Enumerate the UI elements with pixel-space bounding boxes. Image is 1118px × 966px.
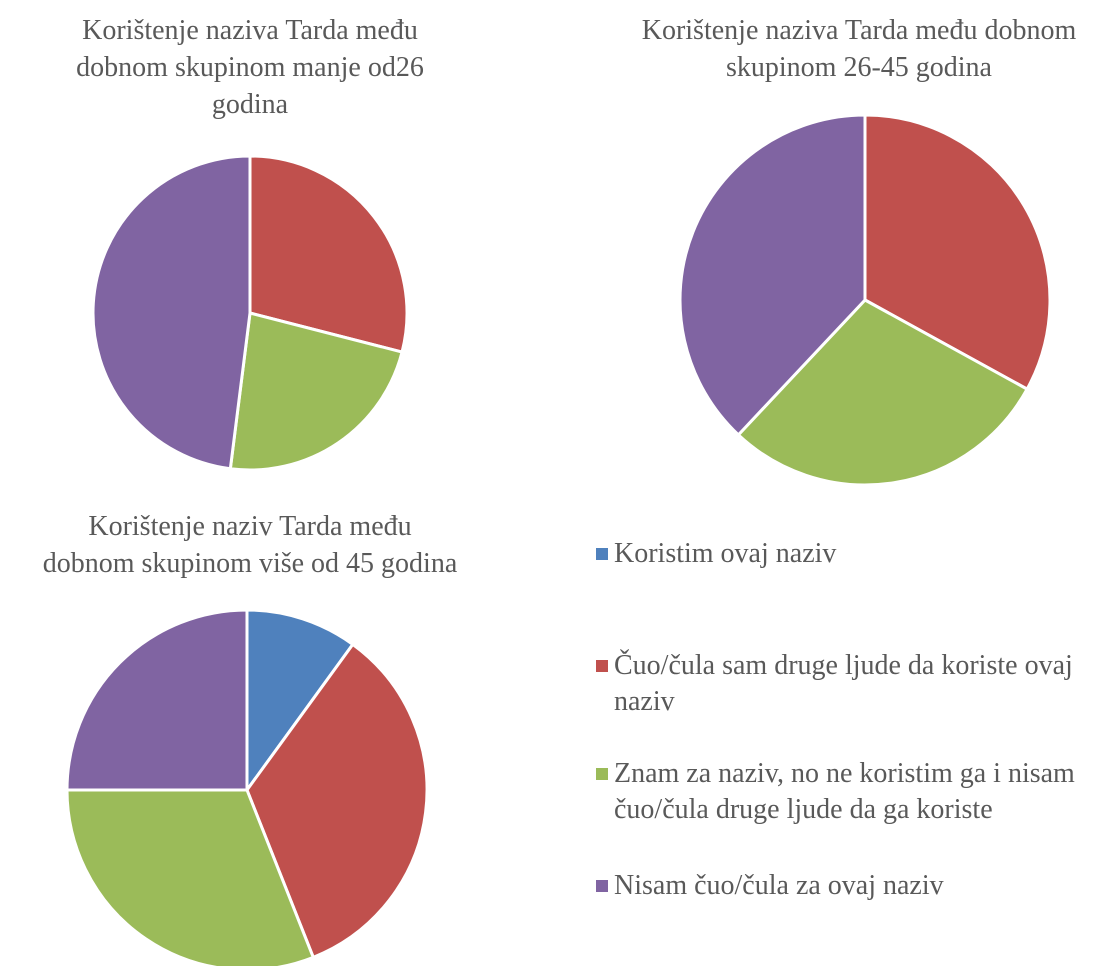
legend-label: Koristim ovaj naziv [614, 538, 837, 569]
title-line: dobnom skupinom manje od26 [76, 52, 424, 83]
pie-slice [245, 642, 429, 959]
legend-label: Nisam čuo/čula za ovaj naziv [614, 870, 944, 901]
pie-slice [678, 113, 867, 437]
title-line: dobnom skupinom više od 45 godina [42, 548, 458, 579]
pie-slice [248, 154, 409, 354]
title-line: skupinom 26-45 godina [726, 52, 992, 83]
legend-label: Čuo/čula sam druge ljude da koriste ovaj… [614, 650, 1073, 717]
chart-title: Korištenje naziv Tarda među dobnom skupin… [0, 508, 500, 582]
chart-title: Korištenje naziva Tarda među dobnom skupi… [600, 12, 1118, 86]
pie-slice [91, 154, 252, 471]
pie-slice [65, 788, 315, 966]
title-line: Korištenje naziv Tarda među [88, 511, 412, 542]
legend-entry: Znam za naziv, no ne koristim ga i nisam… [592, 756, 1114, 828]
legend-swatch [596, 548, 608, 560]
legend-entry: Nisam čuo/čula za ovaj naziv [592, 868, 1114, 904]
title-line: Korištenje naziva Tarda među [82, 15, 418, 46]
pie-slice [736, 298, 1029, 487]
legend-label: Znam za naziv, no ne koristim ga i nisam… [614, 758, 1075, 825]
legend-swatch [596, 880, 608, 892]
legend-entry: Koristim ovaj naziv [592, 536, 1114, 572]
pie-slice [863, 113, 1052, 391]
pie-slice [65, 608, 249, 792]
title-line: Korištenje naziva Tarda među dobnom [641, 15, 1077, 46]
legend-swatch [596, 768, 608, 780]
legend-swatch [596, 660, 608, 672]
legend-entry: Čuo/čula sam druge ljude da koriste ovaj… [592, 648, 1114, 720]
pie-slice [245, 608, 355, 792]
chart-title: Korištenje naziva Tarda među dobnom skupi… [20, 12, 480, 123]
title-line: godina [211, 89, 289, 120]
pie-slice [228, 311, 404, 472]
